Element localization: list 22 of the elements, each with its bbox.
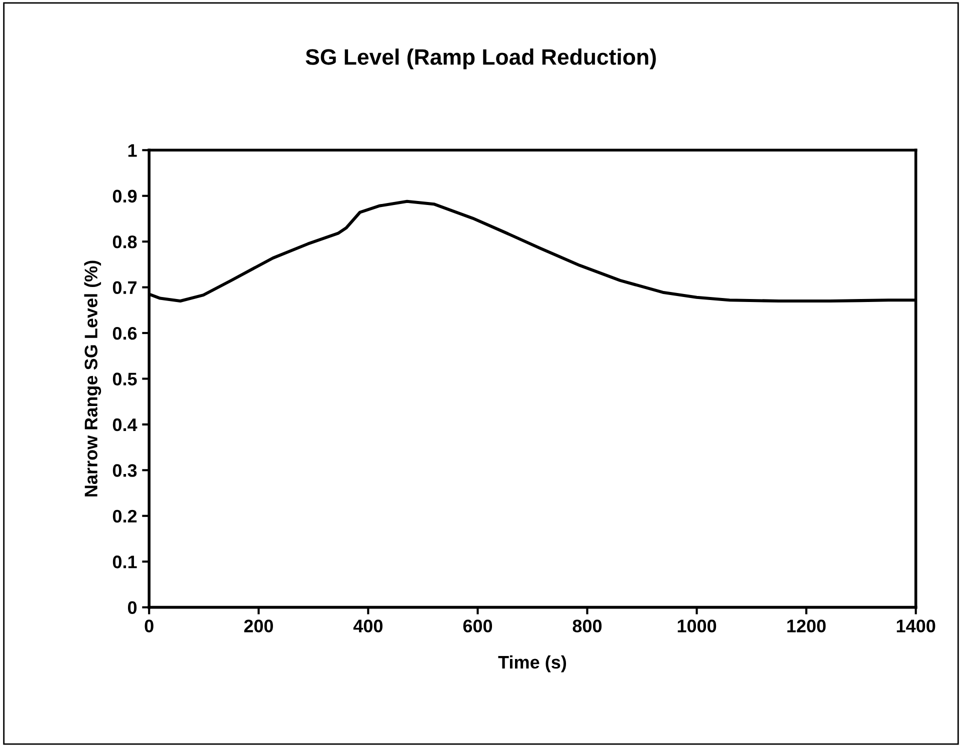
x-tick-label: 600 xyxy=(463,620,492,632)
x-tick-label: 200 xyxy=(244,620,273,632)
x-axis-title: Time (s) xyxy=(498,655,566,672)
y-tick-label: 1 xyxy=(128,144,137,157)
x-tick-label: 1000 xyxy=(678,620,716,632)
chart-title: SG Level (Ramp Load Reduction) xyxy=(306,48,656,70)
y-tick-label: 0.8 xyxy=(112,236,137,248)
y-tick-label: 0.5 xyxy=(112,372,137,386)
x-tick-label: 0 xyxy=(144,620,154,632)
y-tick-label: 0.2 xyxy=(112,510,137,523)
y-tick-label: 0.1 xyxy=(112,556,137,568)
x-tick-label: 1200 xyxy=(787,620,826,632)
y-tick-label: 0.6 xyxy=(112,326,137,340)
y-tick-label: 0.9 xyxy=(112,190,137,203)
x-tick-label: 800 xyxy=(572,620,602,632)
y-tick-label: 0.3 xyxy=(112,464,137,477)
y-tick-label: 0.7 xyxy=(112,281,137,294)
y-tick-label: 0 xyxy=(128,601,137,614)
y-axis-title: Narrow Range SG Level (%) xyxy=(84,260,102,496)
x-tick-label: 1400 xyxy=(896,620,936,632)
y-tick-label: 0.4 xyxy=(112,418,138,432)
x-tick-label: 400 xyxy=(353,620,382,632)
